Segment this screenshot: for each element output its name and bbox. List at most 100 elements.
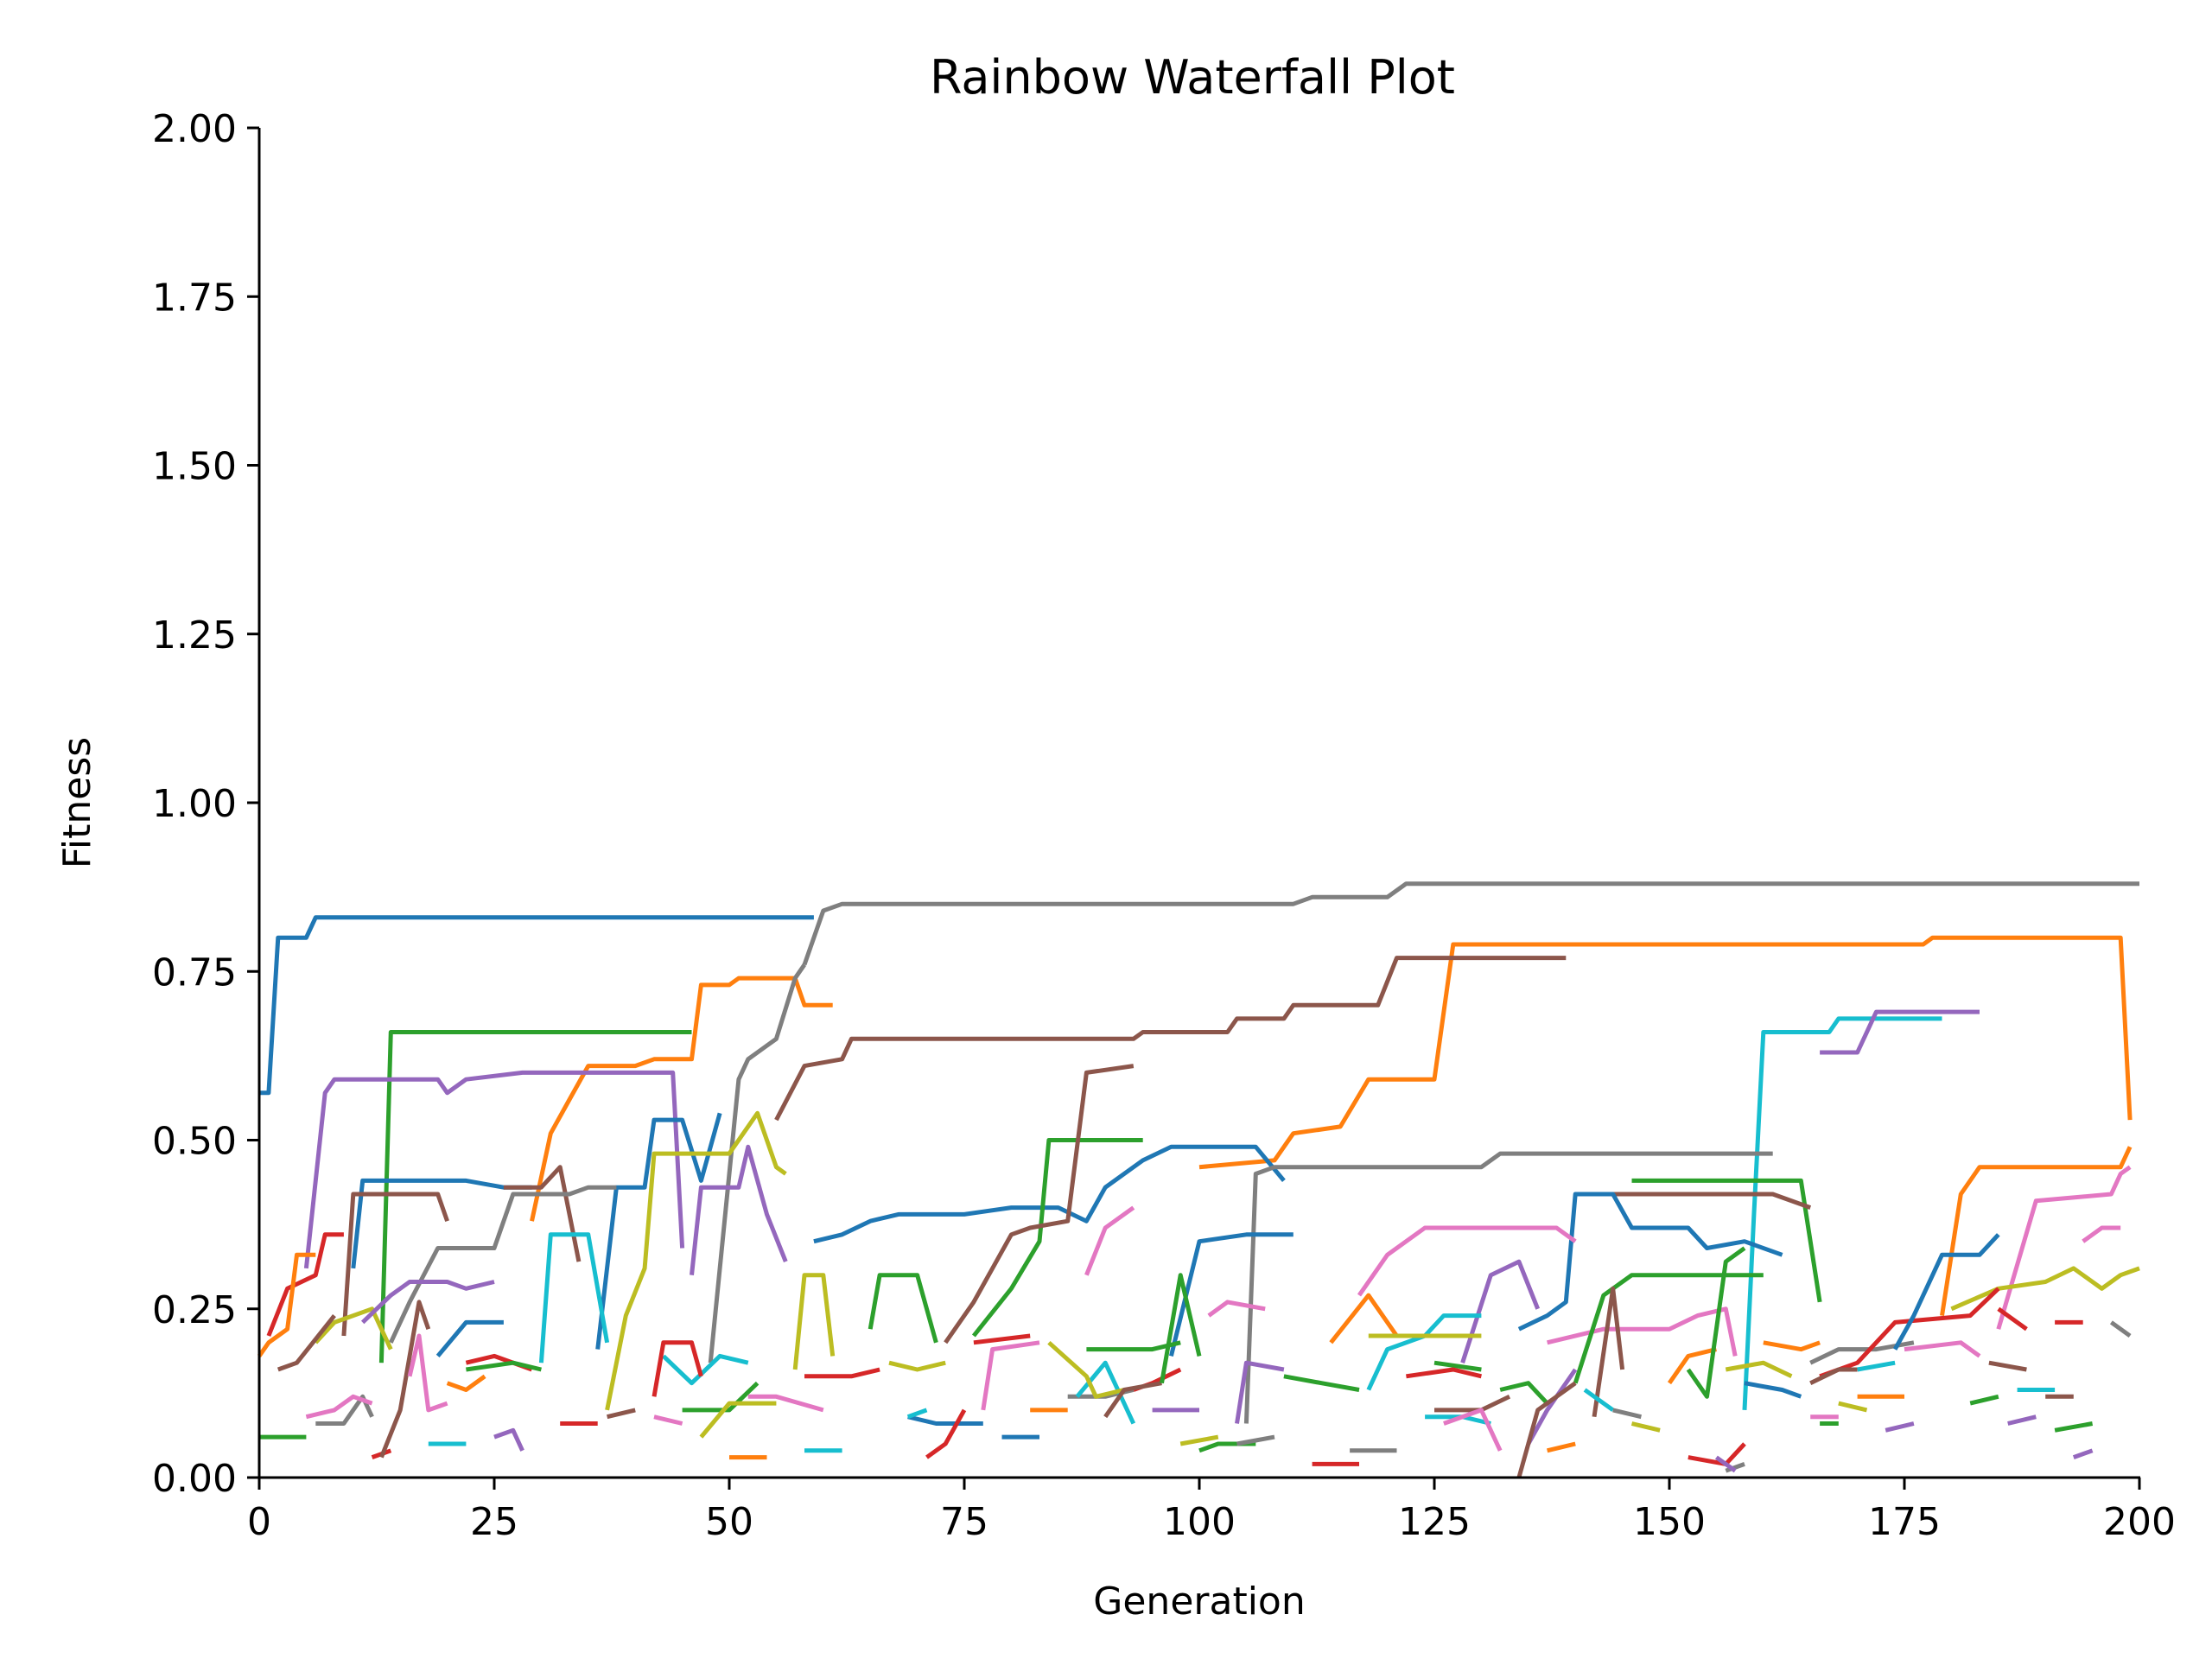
series-line — [314, 1306, 393, 1351]
chart-title: Rainbow Waterfall Plot — [930, 50, 1455, 105]
series-line — [276, 1314, 336, 1372]
series-layer — [257, 881, 2140, 1478]
series-line — [1667, 1347, 1717, 1385]
y-tick-label: 1.25 — [152, 613, 237, 658]
series-line — [802, 881, 2139, 966]
series-line — [1160, 1273, 1202, 1384]
series-line — [1235, 1360, 1285, 1424]
series-line — [341, 1192, 449, 1337]
series-line — [466, 1360, 542, 1372]
series-line — [1433, 1360, 1482, 1372]
series-line — [925, 1408, 967, 1459]
series-line — [1357, 1225, 1577, 1297]
series-line — [503, 1165, 582, 1262]
series-line — [868, 1273, 938, 1344]
series-line — [1047, 1340, 1125, 1399]
series-line — [653, 1414, 683, 1426]
series-line — [1904, 1340, 1981, 1358]
series-line — [747, 1394, 824, 1413]
axes-layer — [257, 128, 2140, 1479]
series-line — [1179, 1434, 1219, 1446]
series-line — [1744, 1381, 1802, 1399]
series-line — [257, 1252, 316, 1357]
x-ticks: 0 25 50 75 100 125 150 175 200 — [247, 1478, 2176, 1544]
series-line — [1084, 1205, 1135, 1276]
series-line — [1631, 1178, 1822, 1303]
series-line — [1198, 935, 2133, 1170]
x-axis-label: Generation — [1093, 1580, 1305, 1624]
series-line — [2072, 1448, 2094, 1459]
series-line — [1243, 1151, 1773, 1424]
series-line — [1236, 1434, 1275, 1446]
x-tick-label: 150 — [1633, 1500, 1706, 1544]
series-line — [259, 915, 814, 1096]
series-line — [1763, 1340, 1821, 1352]
x-tick-label: 50 — [705, 1500, 753, 1544]
series-line — [804, 1367, 880, 1379]
series-line — [813, 1144, 1286, 1244]
y-tick-label: 1.00 — [152, 782, 237, 826]
series-line — [389, 1185, 617, 1344]
series-line — [538, 1232, 610, 1363]
series-line — [1688, 1442, 1746, 1466]
series-line — [1950, 1266, 2140, 1312]
series-line — [944, 1064, 1135, 1344]
series-line — [1516, 1381, 1577, 1478]
series-line — [360, 1280, 495, 1325]
series-line — [1443, 1408, 1503, 1452]
series-line — [708, 963, 807, 1363]
series-line — [407, 1333, 448, 1413]
series-line — [774, 956, 1567, 1122]
series-line — [1603, 1192, 1812, 1210]
y-tick-label: 2.00 — [152, 107, 237, 151]
series-line — [607, 1408, 636, 1420]
series-line — [1329, 1293, 1399, 1344]
series-line — [973, 1333, 1031, 1345]
y-axis-label: Fitness — [55, 737, 99, 868]
series-line — [1742, 1016, 1942, 1411]
series-line — [699, 1401, 777, 1439]
series-line — [1526, 1368, 1578, 1446]
series-line — [2082, 1225, 2121, 1243]
series-line — [1075, 1360, 1136, 1425]
y-tick-label: 0.50 — [152, 1120, 237, 1164]
series-line — [1630, 1421, 1661, 1433]
series-line — [1725, 1462, 1745, 1473]
x-tick-label: 75 — [940, 1500, 988, 1544]
series-line — [662, 1353, 749, 1386]
series-line — [1573, 1273, 1764, 1384]
series-line — [1997, 1306, 2028, 1332]
series-line — [315, 1394, 374, 1426]
series-line — [1168, 1232, 1294, 1357]
series-line — [1714, 1455, 1737, 1473]
series-line — [1460, 1259, 1541, 1363]
series-line — [1434, 1395, 1511, 1413]
series-line — [1820, 1009, 1980, 1055]
series-line — [1086, 1340, 1181, 1352]
series-line — [907, 1414, 983, 1426]
x-tick-label: 100 — [1163, 1500, 1236, 1544]
series-line — [981, 1340, 1040, 1411]
x-tick-label: 125 — [1398, 1500, 1471, 1544]
series-line — [1207, 1300, 1266, 1318]
series-line — [1198, 1441, 1256, 1453]
x-tick-label: 25 — [470, 1500, 518, 1544]
series-line — [446, 1374, 486, 1392]
series-line — [1996, 1165, 2132, 1330]
series-line — [266, 1232, 344, 1337]
series-line — [1892, 1233, 2000, 1351]
y-ticks: 0.00 0.25 0.50 0.75 1.00 1.25 1.50 1.75 2.00 — [152, 107, 259, 1501]
series-line — [1969, 1394, 1999, 1406]
series-line — [1857, 1360, 1896, 1372]
series-line — [1517, 1192, 1783, 1332]
series-line — [652, 1340, 703, 1397]
series-line — [1406, 1367, 1482, 1379]
series-line — [1838, 1401, 1868, 1413]
series-line — [303, 1070, 685, 1269]
series-line — [1819, 1287, 2000, 1379]
series-line — [1809, 1367, 1858, 1385]
series-line — [971, 1138, 1143, 1338]
series-line — [1940, 1146, 2133, 1316]
series-line — [493, 1427, 524, 1452]
